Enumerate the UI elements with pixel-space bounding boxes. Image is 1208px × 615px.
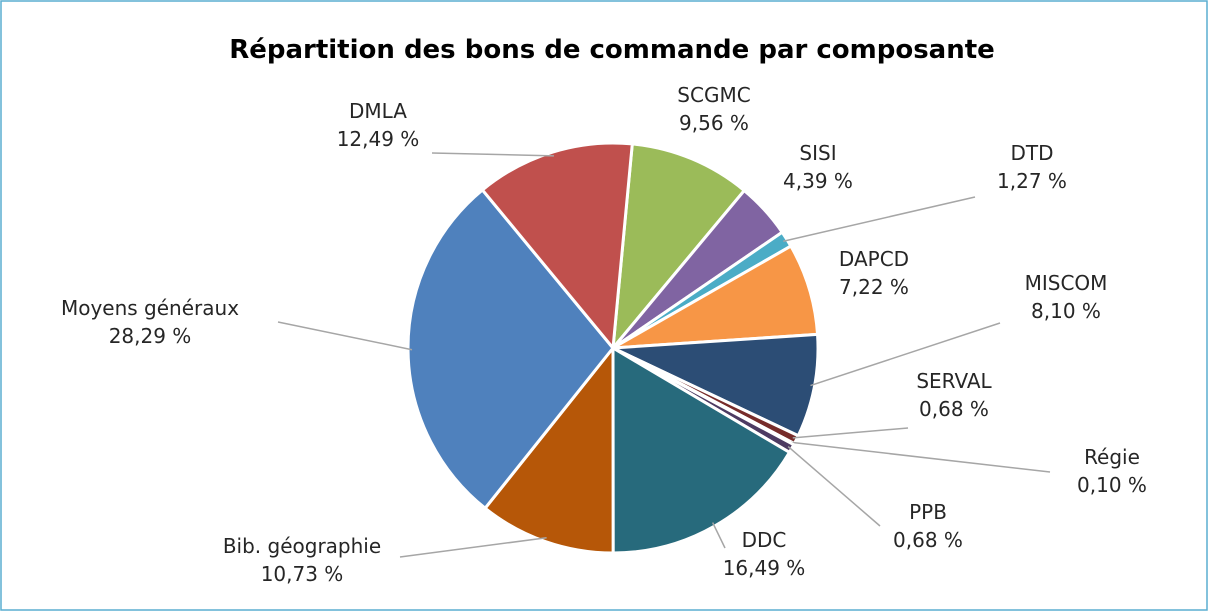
leader-line — [711, 522, 726, 549]
leader-line — [787, 446, 881, 527]
slice-label-name: SERVAL — [916, 369, 992, 393]
leader-line — [790, 441, 1051, 473]
slice-label-name: DAPCD — [839, 247, 909, 271]
slice-label-name: Moyens généraux — [61, 296, 239, 320]
leader-line — [277, 321, 413, 351]
pie-slice — [480, 141, 634, 352]
slice-label-value: 4,39 % — [783, 169, 853, 193]
leader-line — [399, 536, 547, 558]
slice-label-name: Bib. géographie — [223, 534, 381, 558]
chart-title: Répartition des bons de commande par com… — [229, 35, 995, 65]
leader-line — [792, 427, 909, 439]
slice-label-value: 16,49 % — [723, 556, 806, 580]
slice-label-name: DTD — [1010, 141, 1053, 165]
slice-label-value: 7,22 % — [839, 275, 909, 299]
leader-line — [431, 152, 554, 157]
slice-label-value: 12,49 % — [337, 127, 420, 151]
slice-label-value: 10,73 % — [261, 562, 344, 586]
slice-label-value: 0,68 % — [893, 528, 963, 552]
slice-label-name: DMLA — [349, 99, 407, 123]
pie-slice — [611, 142, 747, 353]
slice-label-value: 0,10 % — [1077, 473, 1147, 497]
slice-label-name: PPB — [909, 500, 947, 524]
slice-label-value: 1,27 % — [997, 169, 1067, 193]
slice-label-value: 28,29 % — [109, 324, 192, 348]
leader-line — [810, 322, 1001, 387]
pie-slice — [607, 332, 820, 438]
slice-label-name: SISI — [799, 141, 836, 165]
pie-slice — [406, 187, 615, 511]
slice-label-name: SCGMC — [677, 83, 750, 107]
slice-label-name: Régie — [1084, 445, 1140, 469]
slice-label-value: 9,56 % — [679, 111, 749, 135]
slice-label-value: 8,10 % — [1031, 299, 1101, 323]
slice-label-name: MISCOM — [1025, 271, 1108, 295]
pie-slice — [483, 343, 615, 555]
slice-label-value: 0,68 % — [919, 397, 989, 421]
leader-line — [783, 196, 976, 242]
slice-label-name: DDC — [742, 528, 787, 552]
